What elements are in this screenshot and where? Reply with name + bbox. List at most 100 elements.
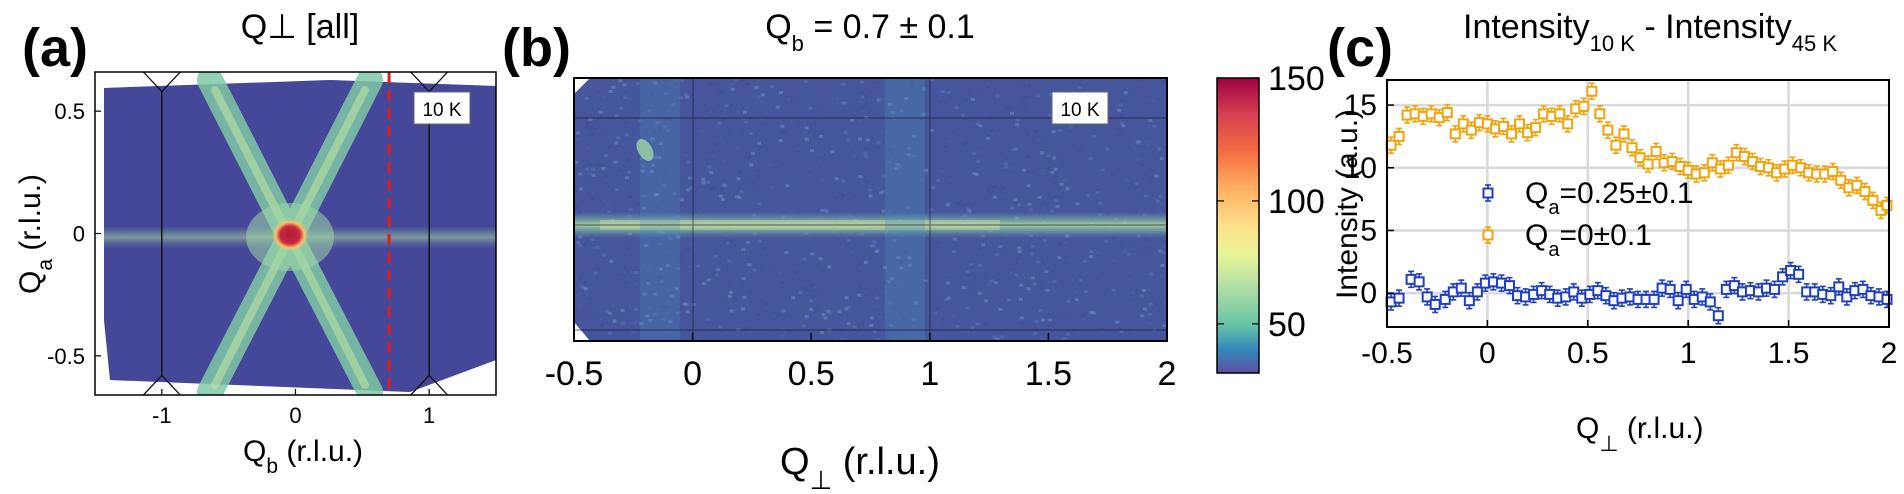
- data-point: [1471, 283, 1483, 301]
- data-point: [1648, 290, 1660, 309]
- panel-c-y-tick-label: 10: [1344, 152, 1377, 185]
- data-point: [1441, 103, 1453, 122]
- panel-a-x-tick-label: -1: [152, 403, 172, 428]
- panel-c: (c) Intensity10 K - Intensity45 K -0.5 0 0…: [1327, 8, 1897, 456]
- data-point: [1505, 125, 1517, 143]
- panel-b-x-tick-label: 2: [1158, 355, 1177, 393]
- data-point: [1429, 295, 1441, 314]
- panel-b-x-axis-label: Q⊥ (r.l.u.): [780, 441, 940, 494]
- colorbar-tick-label: 150: [1268, 60, 1325, 98]
- panel-c-y-tick-label: 0: [1360, 277, 1377, 310]
- data-point: [1632, 290, 1644, 309]
- legend-entry-qa-0: Qa=0±0.1: [1482, 219, 1652, 261]
- data-point: [1728, 276, 1740, 295]
- zone-boundaries: [142, 72, 449, 395]
- data-point: [1503, 276, 1515, 295]
- data-point: [1393, 289, 1405, 307]
- data-point: [1722, 156, 1734, 175]
- data-point: [1793, 265, 1805, 284]
- panel-c-label: (c): [1327, 18, 1393, 78]
- panel-b-x-tick-label: 1: [920, 355, 939, 393]
- data-point: [1833, 278, 1845, 296]
- panel-b-title: Qb = 0.7 ± 0.1: [765, 8, 975, 56]
- data-point: [1664, 280, 1676, 299]
- panel-c-axes: -0.5 0 0.5 1 1.5 2 15 10 5 0: [1344, 89, 1898, 370]
- data-point: [1712, 306, 1724, 325]
- legend-marker: [1482, 226, 1494, 244]
- panel-c-x-axis-label: Q⊥ (r.l.u.): [1576, 412, 1704, 456]
- data-point: [1672, 291, 1684, 310]
- panel-c-x-tick-label: -0.5: [1361, 337, 1413, 370]
- panel-a-x-axis-label: Qb (r.l.u.): [243, 435, 363, 478]
- data-point: [1680, 280, 1692, 299]
- data-point: [1851, 176, 1863, 195]
- data-point: [1811, 165, 1823, 183]
- data-point: [1841, 288, 1853, 306]
- data-point: [1421, 288, 1433, 306]
- data-point: [1530, 118, 1542, 137]
- panel-c-x-tick-label: 1.5: [1768, 337, 1810, 370]
- panel-b-x-tick-label: 0: [683, 355, 702, 393]
- colorbar: 150 100 50: [1216, 60, 1325, 374]
- panel-a-y-tick-label: 0: [73, 222, 85, 247]
- series-0: [1385, 261, 1893, 325]
- zone-hexagon-left: [142, 72, 163, 395]
- panel-b-axes: -0.5 0 0.5 1 1.5 2: [545, 333, 1177, 393]
- panel-b: (b) Qb = 0.7 ± 0.1: [502, 8, 1325, 494]
- panel-c-x-tick-label: 1: [1680, 337, 1697, 370]
- data-point: [1465, 121, 1477, 139]
- data-point: [1512, 286, 1524, 305]
- legend-marker: [1482, 184, 1494, 202]
- data-point: [1610, 136, 1622, 154]
- panel-c-y-axis-label: Intensity (a.u.): [1331, 109, 1364, 299]
- panel-b-x-tick-label: 0.5: [788, 355, 835, 393]
- panel-b-x-tick-label: -0.5: [545, 355, 604, 393]
- panel-a-y-tick-label: -0.5: [47, 344, 85, 369]
- panel-b-label: (b): [502, 18, 571, 78]
- data-point: [1825, 286, 1837, 305]
- data-point: [1463, 291, 1475, 310]
- data-point: [1704, 293, 1716, 311]
- panel-a-axes: -1 0 1 0.5 0 -0.5: [47, 99, 435, 428]
- data-point: [1682, 161, 1694, 180]
- panel-c-x-tick-label: 0: [1479, 337, 1496, 370]
- data-point: [1562, 115, 1574, 133]
- data-point: [1528, 285, 1540, 304]
- panel-a-y-tick-label: 0.5: [54, 99, 85, 124]
- data-point: [1827, 162, 1839, 181]
- zone-hexagon-right: [428, 72, 449, 395]
- data-point: [1514, 115, 1526, 133]
- data-point: [1769, 280, 1781, 299]
- svg-text:Qa=0±0.1: Qa=0±0.1: [1525, 219, 1652, 261]
- panel-a-x-tick-label: 1: [423, 403, 435, 428]
- data-point: [1857, 280, 1869, 299]
- panel-c-title: Intensity10 K - Intensity45 K: [1463, 8, 1837, 56]
- data-point: [1698, 163, 1710, 182]
- panel-c-y-tick-label: 15: [1344, 89, 1377, 122]
- data-point: [1881, 290, 1893, 309]
- data-point: [1489, 120, 1501, 138]
- data-point: [1457, 115, 1469, 133]
- panel-a-x-tick-label: 0: [289, 403, 301, 428]
- data-point: [1568, 283, 1580, 301]
- panel-a-label: (a): [22, 18, 88, 78]
- data-point: [1835, 171, 1847, 190]
- colorbar-tick-label: 50: [1268, 306, 1306, 344]
- data-point: [1413, 273, 1425, 291]
- panel-a-title: Q⊥ [all]: [241, 8, 359, 46]
- panel-a-heatmap: [95, 72, 496, 395]
- panel-a-y-axis-label: Qa (r.l.u.): [14, 174, 57, 294]
- data-point: [1650, 142, 1662, 161]
- data-point: [1385, 136, 1397, 154]
- data-point: [1658, 153, 1670, 172]
- data-point: [1626, 138, 1638, 157]
- panel-a: (a) Q⊥ [all]: [14, 8, 497, 478]
- data-point: [1602, 121, 1614, 139]
- data-point: [1706, 153, 1718, 172]
- data-point: [1455, 279, 1467, 297]
- panel-a-temperature-label: 10 K: [422, 100, 461, 121]
- panel-c-y-tick-label: 5: [1360, 214, 1377, 247]
- data-point: [1554, 105, 1566, 123]
- data-point: [1594, 105, 1606, 123]
